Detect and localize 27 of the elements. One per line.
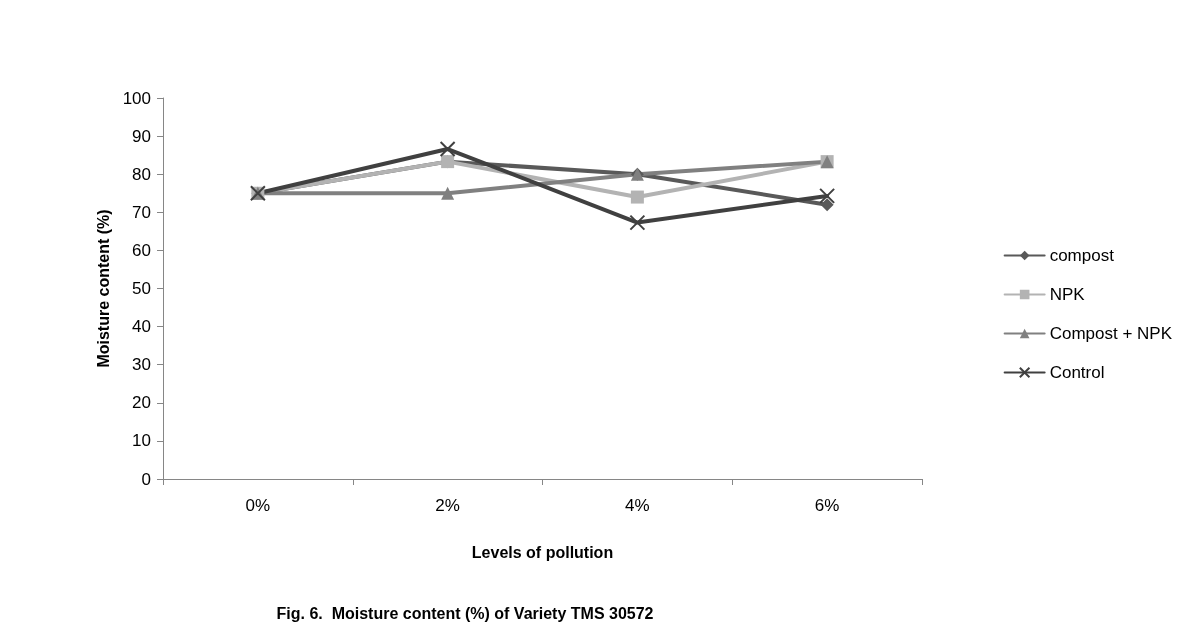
text: Fig. 6. Moisture content (%) of Variety TMS 30572	[276, 604, 654, 622]
point	[820, 198, 834, 212]
y-tick-label: 90	[132, 126, 151, 146]
legend-label: Control	[1049, 363, 1105, 382]
point	[439, 141, 456, 158]
x-axis-title: Levels of pollution	[471, 543, 614, 561]
y-tick-label: 30	[132, 355, 151, 375]
y-tick-label: 40	[132, 317, 151, 337]
legend-label: Compost + NPK	[1049, 324, 1173, 343]
y-tick-label: 10	[132, 431, 151, 451]
x-tick-label: 2%	[435, 496, 460, 515]
y-tick-label: 20	[132, 393, 151, 413]
point	[629, 214, 646, 231]
y-tick-label: 0	[141, 469, 151, 489]
y-tick-label: 80	[132, 164, 151, 184]
y-tick-label: 100	[122, 88, 151, 108]
point	[630, 190, 644, 204]
x-tick-label: 6%	[814, 496, 840, 515]
x-tick-label: 4%	[625, 496, 650, 515]
legend-label: compost	[1049, 246, 1115, 265]
y-tick-label: 60	[132, 240, 151, 260]
point	[819, 187, 836, 204]
y-axis-title: Moisture content (%)	[95, 209, 113, 368]
x-tick-label: 0%	[245, 496, 271, 515]
y-tick-label: 50	[132, 279, 151, 298]
y-tick-label: 70	[132, 202, 151, 222]
legend-label: NPK	[1049, 285, 1086, 304]
